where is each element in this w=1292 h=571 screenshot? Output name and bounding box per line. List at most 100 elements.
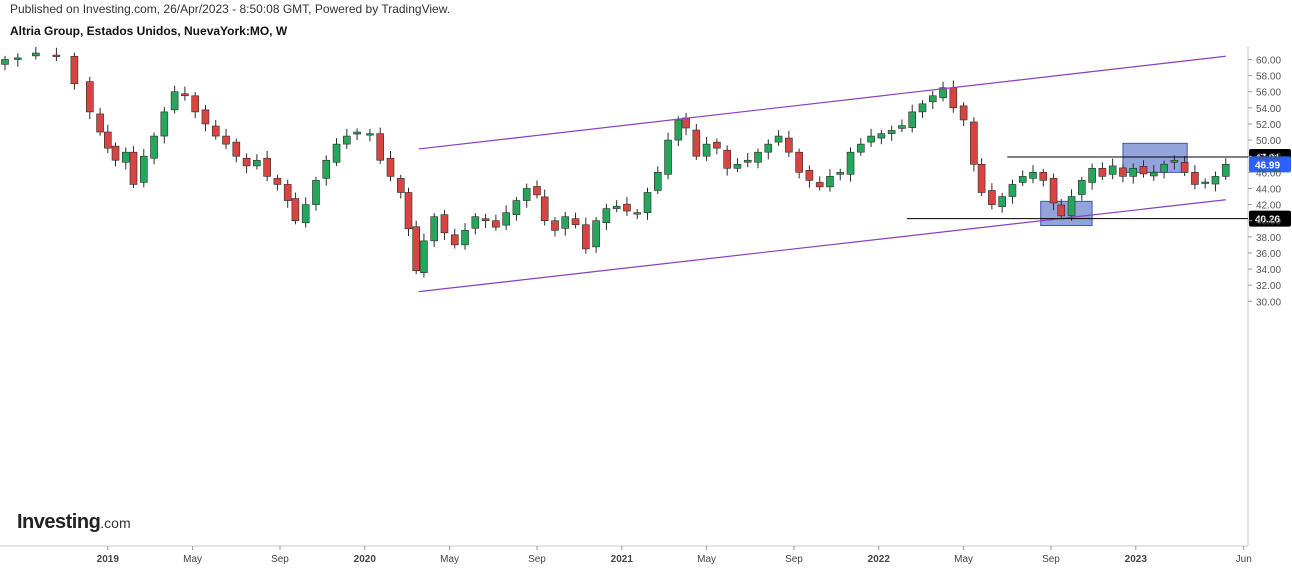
candle-body — [612, 205, 621, 209]
candle-body — [512, 200, 521, 215]
candle-body — [1139, 165, 1148, 175]
candle-body — [96, 113, 104, 133]
candle-body — [1221, 164, 1230, 177]
candle-body — [643, 192, 652, 213]
candle-body — [939, 87, 947, 99]
candle-body — [988, 190, 996, 205]
candle-body — [826, 176, 834, 188]
candle-body — [702, 143, 711, 157]
candle-body — [1057, 204, 1066, 217]
candle-body — [1160, 163, 1168, 173]
candle-body — [129, 151, 138, 185]
candle-body — [1018, 176, 1027, 183]
y-tick-label: 40.00 — [1256, 217, 1281, 228]
channel-line-lower — [418, 199, 1226, 293]
level-badge — [1249, 210, 1291, 227]
candle-body — [263, 157, 271, 177]
x-tick-label: May — [954, 554, 973, 565]
candle-body — [481, 218, 490, 221]
x-tick-label: 2019 — [97, 554, 120, 565]
candle-body — [664, 139, 672, 175]
candle-body — [949, 87, 958, 109]
candle-body — [743, 159, 752, 163]
candle-body — [32, 52, 40, 57]
y-tick-label: 38.00 — [1256, 233, 1281, 244]
candle-body — [592, 220, 600, 248]
candle-body — [343, 135, 351, 145]
candle-body — [1201, 181, 1209, 184]
x-tick-label: 2023 — [1125, 554, 1148, 565]
candle-body — [682, 117, 690, 129]
candle-body — [461, 230, 469, 246]
logo-main: Investing — [17, 511, 101, 533]
candle-body — [977, 163, 986, 193]
candle-body — [283, 184, 292, 201]
candle-body — [160, 111, 169, 137]
candle-body — [291, 198, 300, 222]
x-tick-label: May — [183, 554, 202, 565]
y-tick-label: 58.00 — [1256, 72, 1281, 83]
candle-body — [1049, 178, 1058, 204]
candle-body — [908, 111, 917, 128]
candle-body — [805, 170, 814, 181]
trend-channel — [418, 55, 1226, 293]
candle-body — [1, 59, 9, 65]
candle-body — [959, 105, 968, 121]
candle-body — [170, 91, 179, 111]
candle-body — [376, 133, 385, 161]
candle-body — [312, 180, 320, 205]
candle-body — [1008, 184, 1017, 197]
candle-body — [674, 119, 683, 141]
candlestick-series — [1, 47, 1230, 278]
candle-body — [754, 151, 762, 163]
candle-body — [502, 212, 510, 226]
candle-body — [412, 226, 421, 271]
x-tick-label: 2021 — [611, 554, 634, 565]
y-tick-label: 42.00 — [1256, 201, 1281, 212]
candle-body — [723, 149, 731, 169]
y-tick-label: 60.00 — [1256, 56, 1281, 67]
candle-body — [733, 163, 742, 169]
candle-body — [795, 151, 803, 173]
candle-body — [877, 133, 886, 139]
candle-body — [887, 130, 896, 134]
candle-body — [1149, 172, 1158, 177]
candle-body — [815, 182, 824, 188]
candle-body — [1191, 172, 1199, 185]
y-tick-label: 56.00 — [1256, 88, 1281, 99]
x-tick-label: Sep — [271, 554, 289, 565]
y-tick-label: 36.00 — [1256, 249, 1281, 260]
candle-body — [551, 220, 559, 231]
candle-body — [692, 129, 701, 157]
candle-body — [222, 135, 230, 145]
candle-body — [522, 188, 531, 201]
candle-body — [764, 143, 773, 153]
channel-line-upper — [418, 55, 1226, 150]
y-tick-label: 52.00 — [1256, 120, 1281, 131]
candle-body — [253, 159, 261, 167]
candle-body — [1098, 168, 1107, 177]
candle-body — [332, 143, 341, 163]
candle-body — [450, 234, 459, 246]
candle-body — [970, 121, 978, 165]
candle-body — [928, 95, 937, 103]
candle-body — [836, 172, 845, 175]
candle-body — [1170, 159, 1179, 163]
x-tick-label: 2020 — [354, 554, 377, 565]
candle-body — [571, 218, 580, 226]
candle-body — [232, 141, 241, 157]
price-zone — [1040, 200, 1093, 227]
candle-body — [111, 145, 120, 161]
y-tick-label: 48.00 — [1256, 152, 1281, 163]
candle-body — [633, 212, 642, 215]
candle-body — [386, 157, 395, 177]
candle-body — [918, 103, 927, 113]
candle-body — [774, 135, 783, 143]
candle-body — [86, 81, 94, 113]
candle-body — [1119, 167, 1127, 177]
candle-body — [492, 220, 500, 228]
x-tick-label: May — [440, 554, 459, 565]
candle-body — [191, 95, 199, 113]
